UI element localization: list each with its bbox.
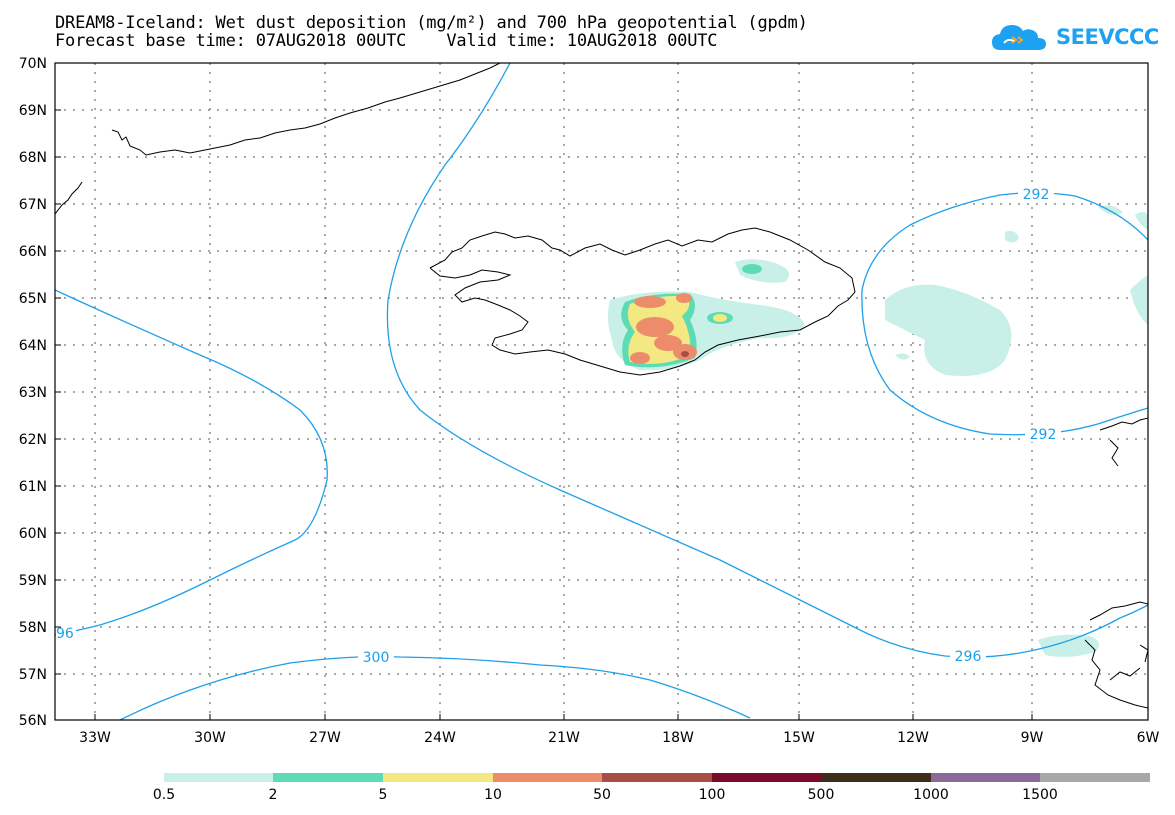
legend-swatch bbox=[383, 773, 493, 782]
lat-label: 64N bbox=[19, 338, 47, 354]
contour-label-296-left: 96 bbox=[56, 626, 74, 642]
dust-shading-yellow bbox=[627, 295, 727, 364]
lon-label: 9W bbox=[1021, 730, 1044, 746]
legend-swatch bbox=[1040, 773, 1150, 782]
geopotential-contours bbox=[55, 63, 1148, 720]
legend-label: 100 bbox=[699, 787, 726, 803]
dust-shading-dark bbox=[681, 351, 689, 357]
contour-labels: 292 292 296 96 300 bbox=[56, 186, 1061, 666]
lon-label: 33W bbox=[79, 730, 111, 746]
legend-labels: 0.5 2 5 10 50 100 500 1000 1500 bbox=[153, 787, 1058, 803]
lat-label: 68N bbox=[19, 150, 47, 166]
dust-shading-medium bbox=[621, 264, 762, 368]
legend-swatch bbox=[821, 773, 931, 782]
latitude-labels: 70N 69N 68N 67N 66N 65N 64N 63N 62N 61N … bbox=[19, 56, 47, 729]
lon-label: 27W bbox=[309, 730, 341, 746]
dust-shading-orange bbox=[630, 293, 697, 364]
legend-label: 500 bbox=[808, 787, 835, 803]
legend-swatch bbox=[712, 773, 821, 782]
lon-label: 21W bbox=[548, 730, 580, 746]
cloud-logo-icon bbox=[992, 25, 1046, 50]
lat-label: 62N bbox=[19, 432, 47, 448]
lon-label: 30W bbox=[194, 730, 226, 746]
legend-label: 50 bbox=[593, 787, 611, 803]
map-title-line-2: Forecast base time: 07AUG2018 00UTC Vali… bbox=[55, 31, 718, 51]
coastlines bbox=[55, 63, 1148, 709]
lat-label: 65N bbox=[19, 291, 47, 307]
legend-swatch bbox=[493, 773, 602, 782]
legend-label: 2 bbox=[269, 787, 278, 803]
map-gridlines bbox=[55, 63, 1148, 720]
contour-label-292-bottom: 292 bbox=[1030, 427, 1057, 443]
lon-label: 6W bbox=[1137, 730, 1160, 746]
lat-label: 56N bbox=[19, 713, 47, 729]
legend-label: 1000 bbox=[913, 787, 949, 803]
legend-swatch bbox=[164, 773, 273, 782]
lat-label: 59N bbox=[19, 573, 47, 589]
contour-label-292-top: 292 bbox=[1023, 187, 1050, 203]
axis-ticks bbox=[55, 109, 1033, 720]
legend-swatch bbox=[602, 773, 712, 782]
legend-label: 1500 bbox=[1022, 787, 1058, 803]
lat-label: 60N bbox=[19, 526, 47, 542]
legend-label: 10 bbox=[484, 787, 502, 803]
map-title-line-1: DREAM8-Iceland: Wet dust deposition (mg/… bbox=[55, 13, 808, 33]
legend-swatch bbox=[931, 773, 1040, 782]
lon-label: 15W bbox=[783, 730, 815, 746]
legend-colorbar bbox=[164, 773, 1150, 782]
lat-label: 67N bbox=[19, 197, 47, 213]
lat-label: 58N bbox=[19, 620, 47, 636]
lon-label: 18W bbox=[662, 730, 694, 746]
lat-label: 69N bbox=[19, 103, 47, 119]
lat-label: 57N bbox=[19, 667, 47, 683]
legend-label: 0.5 bbox=[153, 787, 175, 803]
legend-swatch bbox=[273, 773, 383, 782]
lat-label: 61N bbox=[19, 479, 47, 495]
map-frame bbox=[54, 62, 1149, 721]
lat-label: 70N bbox=[19, 56, 47, 72]
seevccc-logo: SEEVCCC bbox=[990, 20, 1159, 54]
lat-label: 66N bbox=[19, 244, 47, 260]
contour-label-300: 300 bbox=[363, 650, 390, 666]
logo-text: SEEVCCC bbox=[1056, 25, 1159, 49]
longitude-labels: 33W 30W 27W 24W 21W 18W 15W 12W 9W 6W bbox=[79, 730, 1159, 746]
contour-label-296: 296 bbox=[955, 649, 982, 665]
lon-label: 12W bbox=[897, 730, 929, 746]
legend-label: 5 bbox=[379, 787, 388, 803]
lat-label: 63N bbox=[19, 385, 47, 401]
dust-shading-light bbox=[607, 205, 1148, 657]
lon-label: 24W bbox=[424, 730, 456, 746]
